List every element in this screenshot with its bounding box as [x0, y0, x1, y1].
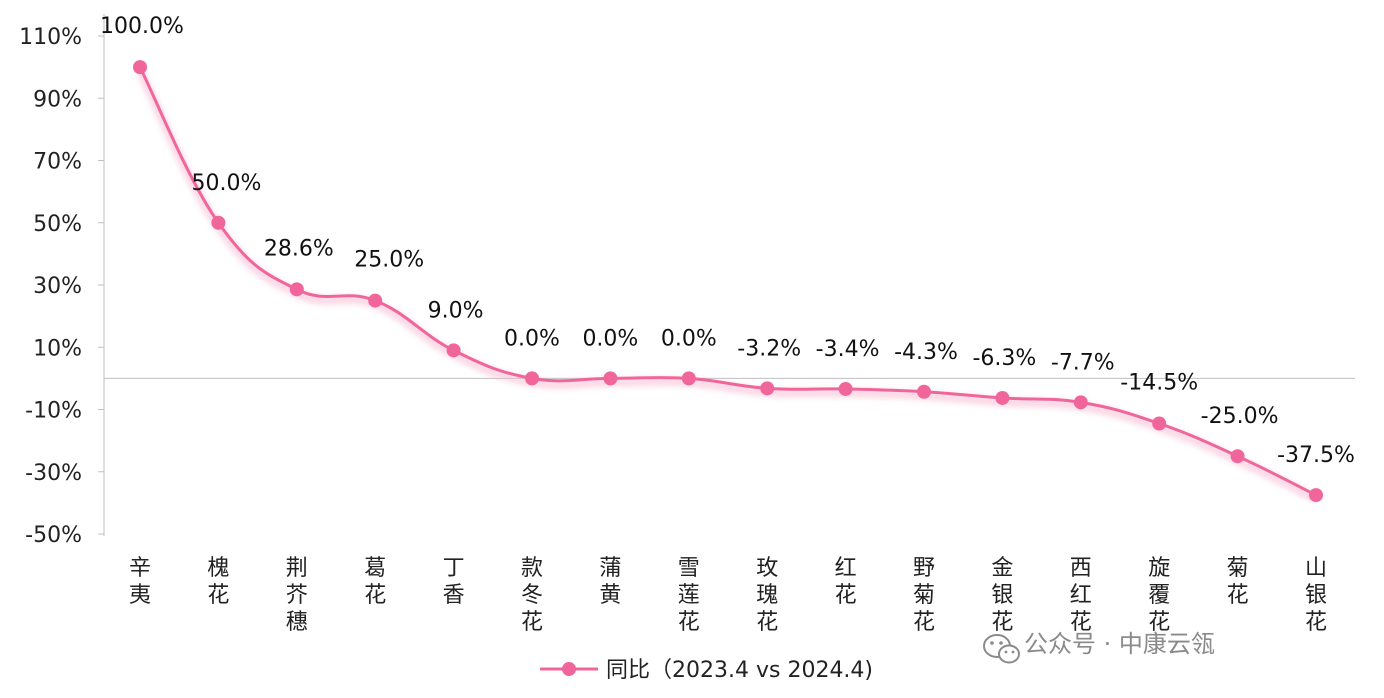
data-point-辛夷 — [133, 60, 147, 75]
y-tick-label: -30% — [25, 461, 82, 486]
watermark: 公众号 · 中康云瓴 — [983, 630, 1215, 664]
series-line — [138, 66, 1317, 497]
data-point-荆芥穗 — [289, 282, 304, 297]
data-point-丁香 — [446, 343, 461, 358]
data-label: -7.7% — [1051, 350, 1115, 375]
data-label: -14.5% — [1120, 371, 1198, 396]
y-tick-label: 110% — [19, 25, 82, 50]
legend: 同比（2023.4 vs 2024.4) — [540, 658, 873, 683]
watermark-text: 公众号 · 中康云瓴 — [1024, 630, 1215, 658]
data-point-红花 — [838, 381, 853, 396]
data-point-葛花 — [368, 293, 383, 308]
category-label: 西红花 — [1070, 556, 1092, 635]
data-label: -6.3% — [972, 346, 1036, 371]
category-label: 菊花 — [1227, 556, 1249, 608]
category-label: 荆芥穗 — [286, 556, 308, 635]
y-tick-label: -50% — [25, 523, 82, 548]
series-line-group — [133, 60, 1323, 503]
data-labels: 100.0% 50.0% 28.6% 25.0%9.0% 0.0% 0.0% 0.0% -3.… — [100, 14, 1355, 468]
category-label: 玫瑰花 — [756, 556, 778, 635]
legend-dot-marker — [562, 662, 576, 676]
category-label: 旋覆花 — [1148, 556, 1170, 635]
data-label: 0.0% — [504, 326, 560, 351]
y-tick-label: 70% — [33, 150, 82, 175]
data-point-蒲黄 — [603, 371, 618, 386]
data-label: 0.0% — [661, 326, 717, 351]
y-tick-label: -10% — [25, 399, 82, 424]
category-label: 野菊花 — [913, 556, 935, 635]
y-tick-label: 50% — [33, 212, 82, 237]
category-label: 蒲黄 — [599, 556, 621, 608]
data-point-雪莲花 — [681, 371, 696, 386]
data-label: 25.0% — [354, 248, 424, 273]
data-label: 100.0% — [100, 14, 184, 39]
data-label: -25.0% — [1201, 404, 1279, 429]
y-tick-label: 10% — [33, 336, 82, 361]
series-line-shadow — [136, 69, 1318, 503]
category-label: 红花 — [835, 556, 857, 608]
data-point-槐花 — [211, 215, 226, 230]
category-label: 丁香 — [443, 556, 465, 608]
category-label: 槐花 — [207, 556, 229, 608]
y-tick-label: 30% — [33, 274, 82, 299]
category-label: 雪莲花 — [678, 556, 700, 635]
category-label: 款冬花 — [521, 556, 543, 635]
data-point-旋覆花 — [1152, 416, 1167, 431]
wechat-icon — [983, 634, 1020, 664]
data-label: 9.0% — [428, 298, 484, 323]
y-tick-label: 90% — [33, 87, 82, 112]
category-label: 山银花 — [1305, 556, 1327, 635]
data-label: -3.2% — [737, 336, 801, 361]
category-label: 葛花 — [364, 556, 386, 608]
data-label: -37.5% — [1277, 443, 1355, 468]
data-label: 50.0% — [191, 171, 261, 196]
legend-label: 同比（2023.4 vs 2024.4) — [606, 658, 873, 683]
data-point-玫瑰花 — [760, 381, 775, 396]
data-label: -4.3% — [894, 340, 958, 365]
data-point-金银花 — [995, 390, 1010, 405]
category-label: 辛夷 — [129, 556, 151, 608]
category-label: 金银花 — [991, 556, 1013, 635]
data-point-山银花 — [1309, 488, 1323, 503]
data-point-菊花 — [1230, 449, 1245, 464]
data-point-西红花 — [1073, 395, 1088, 410]
x-axis-categories: 辛夷 槐花 荆芥穗 葛花 丁香 款冬花 蒲黄 雪莲花 玫瑰花 红花 野菊花 金银花 西红花 旋覆花 菊花 山银… — [129, 556, 1327, 635]
data-label: 0.0% — [582, 326, 638, 351]
data-label: -3.4% — [816, 337, 880, 362]
data-label: 28.6% — [264, 236, 334, 261]
data-point-野菊花 — [917, 384, 931, 399]
data-point-款冬花 — [525, 371, 539, 386]
y-axis: 110% 90% 70% 50% 30% 10% -10% -30% -50% — [19, 14, 105, 548]
